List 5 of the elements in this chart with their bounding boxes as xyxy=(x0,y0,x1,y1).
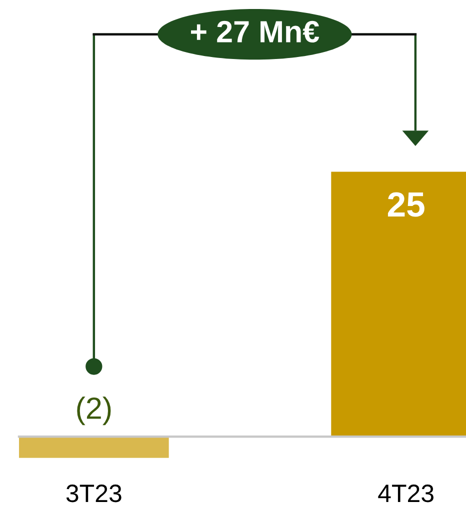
text: + 27 Mn€ xyxy=(191,20,320,43)
x-tick-label: 3T23 xyxy=(66,484,122,502)
data-label: (2) xyxy=(77,396,111,426)
x-tick-label: 4T23 xyxy=(378,484,434,502)
data-label: 25 xyxy=(388,192,424,217)
